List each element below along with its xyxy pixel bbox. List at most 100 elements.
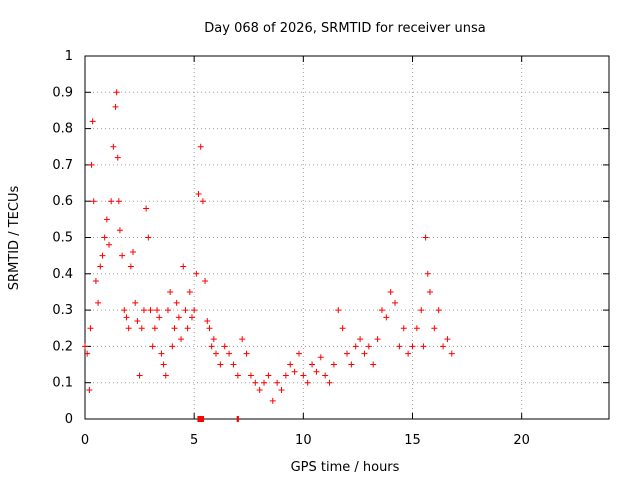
data-point (154, 307, 161, 314)
y-tick-label: 0.2 (52, 339, 73, 354)
data-point (265, 372, 272, 379)
y-axis-label: SRMTID / TECUs (7, 186, 22, 291)
chart-title: Day 068 of 2026, SRMTID for receiver uns… (204, 21, 485, 36)
data-point (418, 307, 425, 314)
data-point (188, 314, 195, 321)
y-tick-label: 1 (65, 49, 73, 64)
data-point (169, 343, 176, 350)
axis-ticks: 00.10.20.30.40.50.60.70.80.910 5 10 15 20 (52, 49, 609, 448)
data-point (217, 361, 224, 368)
data-point (221, 343, 228, 350)
data-point (106, 241, 113, 248)
data-point (422, 234, 429, 241)
data-gap-marker (197, 416, 204, 422)
data-point (243, 350, 250, 357)
data-point (132, 299, 139, 306)
data-point (208, 343, 215, 350)
data-point (378, 307, 385, 314)
gridlines (85, 56, 609, 419)
data-point (119, 252, 126, 259)
data-point (287, 361, 294, 368)
data-point (374, 336, 381, 343)
data-point (113, 89, 120, 96)
data-point (392, 299, 399, 306)
x-tick-label: 0 (81, 433, 89, 448)
data-point (230, 361, 237, 368)
data-point (112, 103, 119, 110)
data-point (326, 379, 333, 386)
data-gap-markers (197, 416, 239, 422)
data-point (162, 372, 169, 379)
data-point (158, 350, 165, 357)
data-point (409, 343, 416, 350)
data-point (195, 190, 202, 197)
data-point (178, 336, 185, 343)
data-point (180, 263, 187, 270)
data-point (199, 198, 206, 205)
data-point (413, 325, 420, 332)
data-point (88, 161, 95, 168)
data-point (160, 361, 167, 368)
data-gap-marker (236, 416, 239, 422)
data-point (138, 325, 145, 332)
data-point (127, 263, 134, 270)
data-point (149, 343, 156, 350)
x-tick-label: 15 (404, 433, 421, 448)
data-point (110, 143, 117, 150)
data-point (121, 307, 128, 314)
data-point (424, 270, 431, 277)
data-point (226, 350, 233, 357)
data-point (431, 325, 438, 332)
data-point (239, 336, 246, 343)
data-point (435, 307, 442, 314)
data-point (365, 343, 372, 350)
data-point (383, 314, 390, 321)
y-tick-label: 0.4 (52, 267, 73, 282)
data-point (140, 307, 147, 314)
y-tick-label: 0 (65, 412, 73, 427)
y-tick-label: 0.1 (52, 376, 73, 391)
data-point (234, 372, 241, 379)
data-point (114, 154, 121, 161)
data-point (206, 325, 213, 332)
data-point (151, 325, 158, 332)
y-tick-label: 0.7 (52, 158, 73, 173)
data-point (101, 234, 108, 241)
data-point (317, 354, 324, 361)
x-tick-label: 5 (190, 433, 198, 448)
data-point (175, 314, 182, 321)
data-point (396, 343, 403, 350)
data-point (330, 361, 337, 368)
data-point (171, 325, 178, 332)
data-point (125, 325, 132, 332)
data-point (116, 227, 123, 234)
data-point (309, 361, 316, 368)
data-point (370, 361, 377, 368)
data-point (426, 288, 433, 295)
data-point (173, 299, 180, 306)
data-point (90, 198, 97, 205)
data-point (92, 278, 99, 285)
data-point (269, 397, 276, 404)
data-point (84, 350, 91, 357)
data-point (123, 314, 130, 321)
data-point (108, 198, 115, 205)
y-tick-label: 0.8 (52, 122, 73, 137)
data-point (444, 336, 451, 343)
data-point (86, 386, 93, 393)
data-point (295, 350, 302, 357)
data-point (143, 205, 150, 212)
data-point (130, 249, 137, 256)
data-point (82, 343, 88, 350)
data-point (193, 270, 200, 277)
data-point (182, 307, 189, 314)
data-point (405, 350, 412, 357)
data-point (197, 143, 204, 150)
data-point (282, 372, 289, 379)
x-tick-label: 10 (295, 433, 312, 448)
data-point (115, 198, 122, 205)
data-point (300, 372, 307, 379)
data-point (322, 372, 329, 379)
data-point (184, 325, 191, 332)
